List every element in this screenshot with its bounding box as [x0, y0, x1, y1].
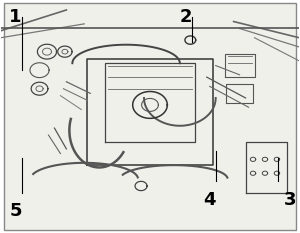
FancyBboxPatch shape	[4, 3, 296, 230]
Text: 3: 3	[284, 191, 297, 209]
Text: 5: 5	[9, 202, 22, 220]
Text: 1: 1	[9, 8, 22, 26]
Text: 2: 2	[180, 8, 192, 26]
Text: 4: 4	[203, 191, 216, 209]
